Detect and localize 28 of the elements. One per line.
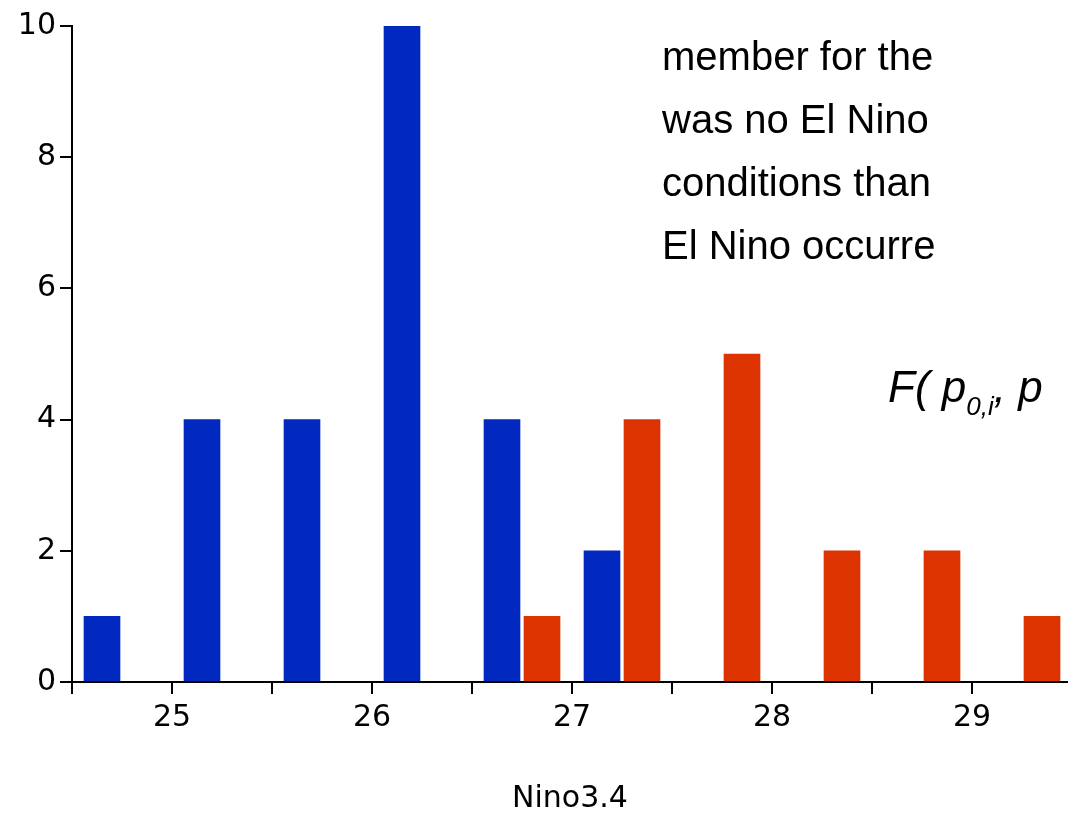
y-tick-label: 6 bbox=[36, 268, 56, 304]
y-tick-label: 2 bbox=[36, 530, 56, 566]
x-tick-label: 28 bbox=[752, 697, 792, 733]
bar bbox=[1023, 616, 1061, 682]
annotation: conditions than bbox=[662, 160, 932, 204]
y-tick-label: 8 bbox=[36, 137, 56, 172]
bar bbox=[923, 550, 961, 682]
bar bbox=[183, 419, 221, 682]
bar bbox=[623, 419, 661, 682]
bar bbox=[383, 26, 421, 682]
bar bbox=[83, 616, 121, 682]
bar bbox=[523, 616, 561, 682]
bar bbox=[723, 353, 761, 682]
annotation: member for the bbox=[662, 34, 934, 78]
bar bbox=[823, 550, 861, 682]
y-tick-label: 4 bbox=[36, 399, 56, 435]
x-tick-label: 29 bbox=[952, 697, 992, 733]
annotation: was no El Nino bbox=[661, 97, 929, 141]
y-tick-label: 0 bbox=[36, 661, 56, 697]
x-tick-label: 26 bbox=[352, 697, 392, 733]
bar bbox=[283, 419, 321, 682]
annotation: El Nino occurre bbox=[662, 223, 936, 267]
y-tick-label: 10 bbox=[17, 5, 56, 41]
x-tick-label: 27 bbox=[552, 697, 592, 733]
x-tick-label: 25 bbox=[152, 697, 192, 733]
x-axis-title: Nino3.4 bbox=[512, 778, 628, 814]
bar bbox=[483, 419, 521, 682]
bar bbox=[583, 550, 621, 682]
